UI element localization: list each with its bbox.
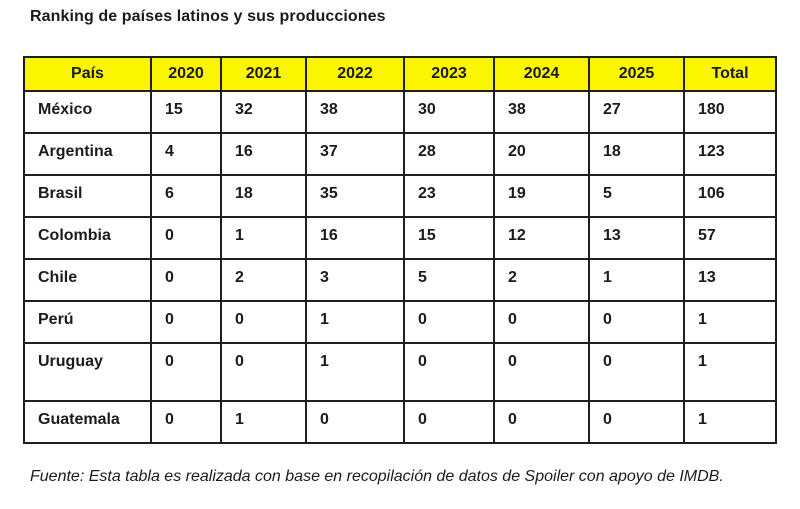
- value-cell: 0: [403, 400, 495, 444]
- value-cell: 0: [150, 400, 222, 444]
- table-header-row: País 2020 2021 2022 2023 2024 2025 Total: [23, 56, 777, 92]
- value-cell: 28: [403, 132, 495, 176]
- country-cell: Chile: [23, 258, 152, 302]
- value-cell: 3: [305, 258, 405, 302]
- value-cell: 1: [588, 258, 685, 302]
- value-cell: 0: [150, 342, 222, 402]
- total-cell: 57: [683, 216, 777, 260]
- country-cell: Uruguay: [23, 342, 152, 402]
- column-header-2020: 2020: [150, 56, 222, 92]
- column-header-2021: 2021: [220, 56, 307, 92]
- value-cell: 0: [493, 400, 590, 444]
- value-cell: 15: [403, 216, 495, 260]
- value-cell: 38: [305, 90, 405, 134]
- value-cell: 0: [588, 342, 685, 402]
- value-cell: 2: [493, 258, 590, 302]
- value-cell: 15: [150, 90, 222, 134]
- value-cell: 1: [220, 400, 307, 444]
- table-row-uruguay: Uruguay 0 0 1 0 0 0 1: [23, 342, 777, 402]
- value-cell: 16: [305, 216, 405, 260]
- page-title: Ranking de países latinos y sus producci…: [30, 8, 386, 25]
- value-cell: 0: [403, 300, 495, 344]
- value-cell: 0: [403, 342, 495, 402]
- value-cell: 1: [305, 342, 405, 402]
- total-cell: 180: [683, 90, 777, 134]
- value-cell: 2: [220, 258, 307, 302]
- value-cell: 5: [588, 174, 685, 218]
- value-cell: 0: [493, 300, 590, 344]
- value-cell: 0: [220, 300, 307, 344]
- value-cell: 5: [403, 258, 495, 302]
- value-cell: 12: [493, 216, 590, 260]
- value-cell: 37: [305, 132, 405, 176]
- value-cell: 0: [150, 300, 222, 344]
- value-cell: 0: [150, 258, 222, 302]
- table-row-argentina: Argentina 4 16 37 28 20 18 123: [23, 132, 777, 176]
- value-cell: 19: [493, 174, 590, 218]
- total-cell: 1: [683, 300, 777, 344]
- value-cell: 38: [493, 90, 590, 134]
- total-cell: 1: [683, 400, 777, 444]
- value-cell: 30: [403, 90, 495, 134]
- column-header-2022: 2022: [305, 56, 405, 92]
- table-row-peru: Perú 0 0 1 0 0 0 1: [23, 300, 777, 344]
- value-cell: 20: [493, 132, 590, 176]
- country-cell: Colombia: [23, 216, 152, 260]
- value-cell: 27: [588, 90, 685, 134]
- value-cell: 1: [220, 216, 307, 260]
- table-row-brasil: Brasil 6 18 35 23 19 5 106: [23, 174, 777, 218]
- country-cell: México: [23, 90, 152, 134]
- value-cell: 0: [588, 400, 685, 444]
- column-header-2025: 2025: [588, 56, 685, 92]
- total-cell: 13: [683, 258, 777, 302]
- value-cell: 0: [493, 342, 590, 402]
- country-cell: Argentina: [23, 132, 152, 176]
- value-cell: 4: [150, 132, 222, 176]
- total-cell: 106: [683, 174, 777, 218]
- column-header-2024: 2024: [493, 56, 590, 92]
- value-cell: 16: [220, 132, 307, 176]
- table-row-colombia: Colombia 0 1 16 15 12 13 57: [23, 216, 777, 260]
- producciones-table: País 2020 2021 2022 2023 2024 2025 Total…: [23, 56, 777, 444]
- value-cell: 18: [588, 132, 685, 176]
- table-row-mexico: México 15 32 38 30 38 27 180: [23, 90, 777, 134]
- total-cell: 123: [683, 132, 777, 176]
- source-note: Fuente: Esta tabla es realizada con base…: [30, 468, 724, 485]
- column-header-pais: País: [23, 56, 152, 92]
- country-cell: Perú: [23, 300, 152, 344]
- country-cell: Brasil: [23, 174, 152, 218]
- total-cell: 1: [683, 342, 777, 402]
- column-header-total: Total: [683, 56, 777, 92]
- value-cell: 1: [305, 300, 405, 344]
- value-cell: 32: [220, 90, 307, 134]
- value-cell: 35: [305, 174, 405, 218]
- value-cell: 6: [150, 174, 222, 218]
- value-cell: 13: [588, 216, 685, 260]
- value-cell: 0: [588, 300, 685, 344]
- value-cell: 0: [220, 342, 307, 402]
- country-cell: Guatemala: [23, 400, 152, 444]
- value-cell: 0: [150, 216, 222, 260]
- value-cell: 0: [305, 400, 405, 444]
- table-row-guatemala: Guatemala 0 1 0 0 0 0 1: [23, 400, 777, 444]
- value-cell: 23: [403, 174, 495, 218]
- value-cell: 18: [220, 174, 307, 218]
- column-header-2023: 2023: [403, 56, 495, 92]
- table-row-chile: Chile 0 2 3 5 2 1 13: [23, 258, 777, 302]
